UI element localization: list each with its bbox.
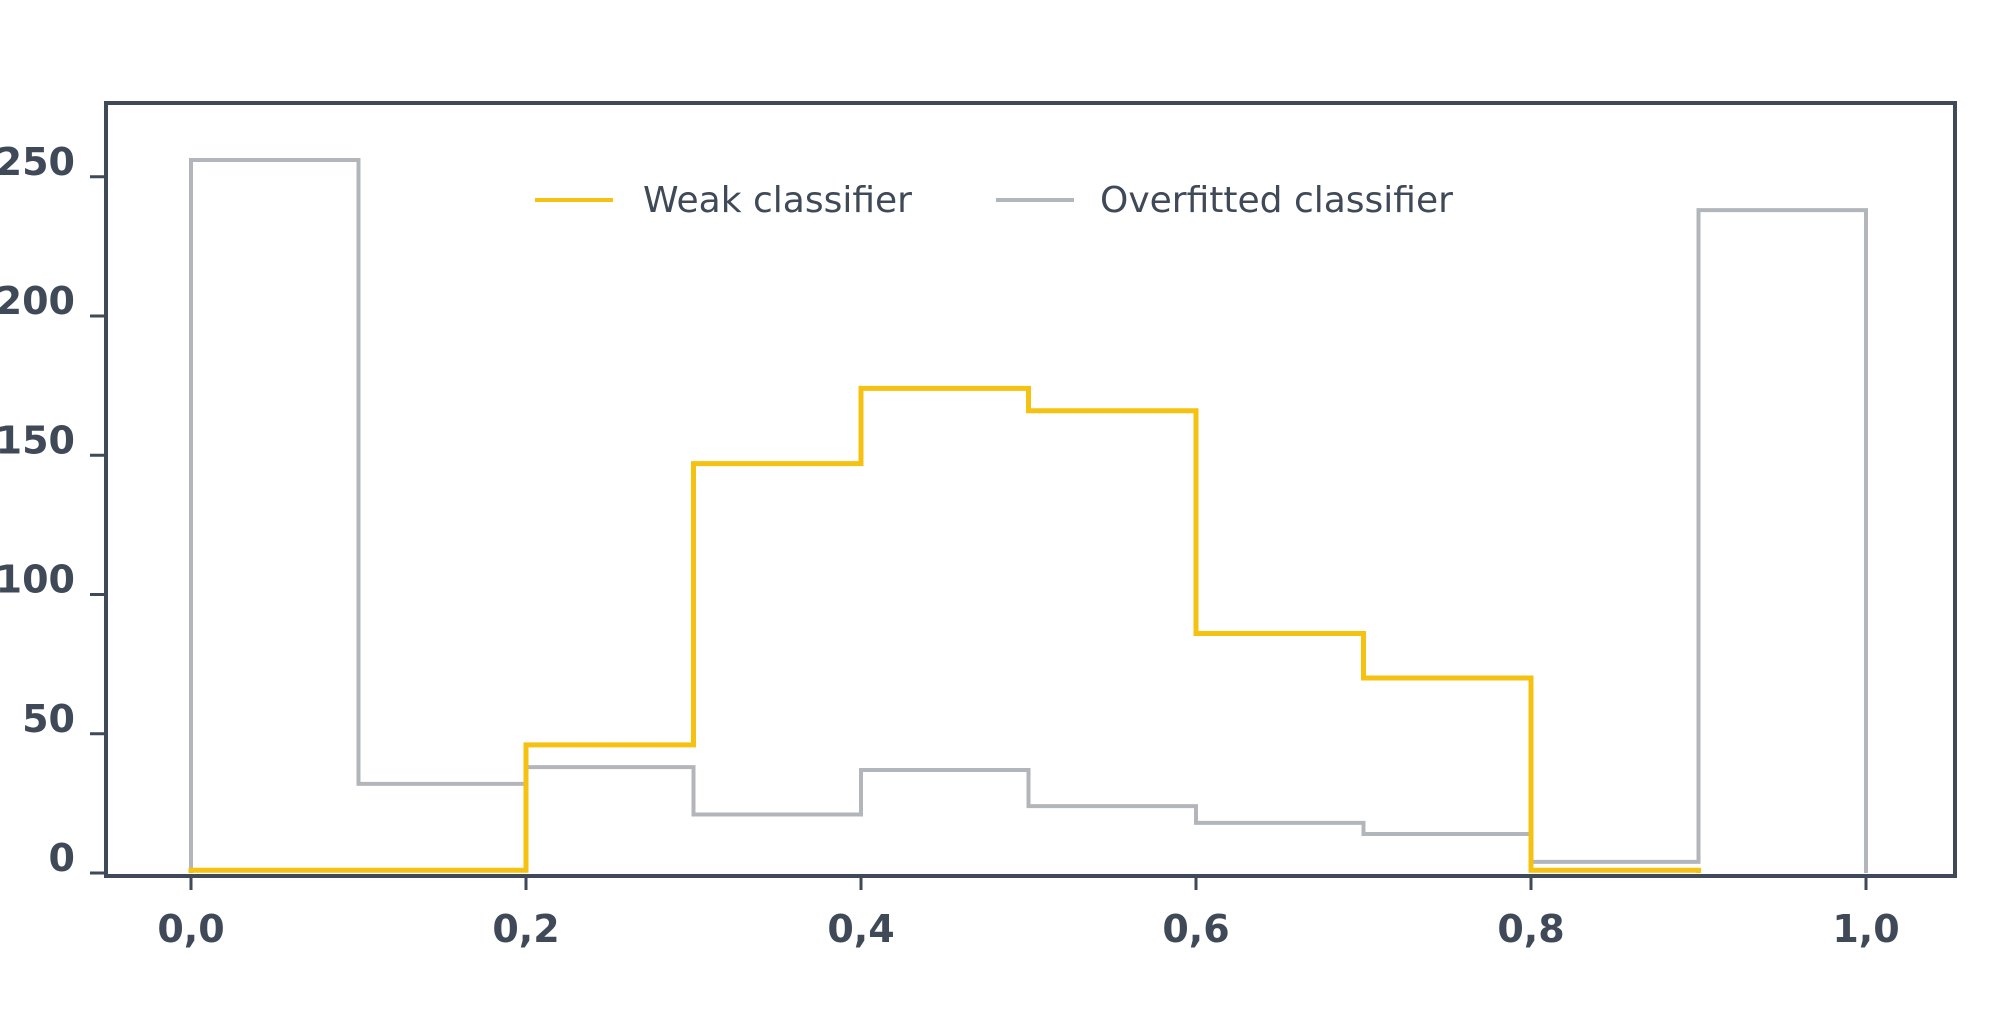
- legend-label: Overfitted classifier: [1100, 180, 1453, 221]
- y-tick-label: 250: [0, 140, 75, 184]
- y-tick-label: 0: [49, 836, 75, 880]
- y-tick-label: 200: [0, 279, 75, 323]
- y-tick-label: 50: [22, 697, 75, 741]
- x-tick-label: 0,6: [1162, 907, 1229, 951]
- x-tick-label: 0,2: [492, 907, 559, 951]
- x-tick-label: 0,0: [157, 907, 224, 951]
- plot-frame: [104, 101, 1957, 878]
- series-layer: [188, 158, 1868, 873]
- legend-label: Weak classifier: [643, 180, 912, 221]
- series-overfitted-classifier: [189, 158, 1868, 873]
- x-axis: 0,0 0,2 0,4 0,6 0,8 1,0: [157, 876, 1900, 951]
- series-weak-classifier: [188, 385, 1701, 873]
- y-axis: 0 50 100 150 200 250: [0, 140, 106, 880]
- x-tick-label: 0,4: [827, 907, 894, 951]
- x-tick-label: 1,0: [1832, 907, 1899, 951]
- y-tick-label: 150: [0, 418, 75, 462]
- y-tick-label: 100: [0, 558, 75, 602]
- x-tick-label: 0,8: [1497, 907, 1564, 951]
- legend: Weak classifier Overfitted classifier: [535, 180, 1453, 221]
